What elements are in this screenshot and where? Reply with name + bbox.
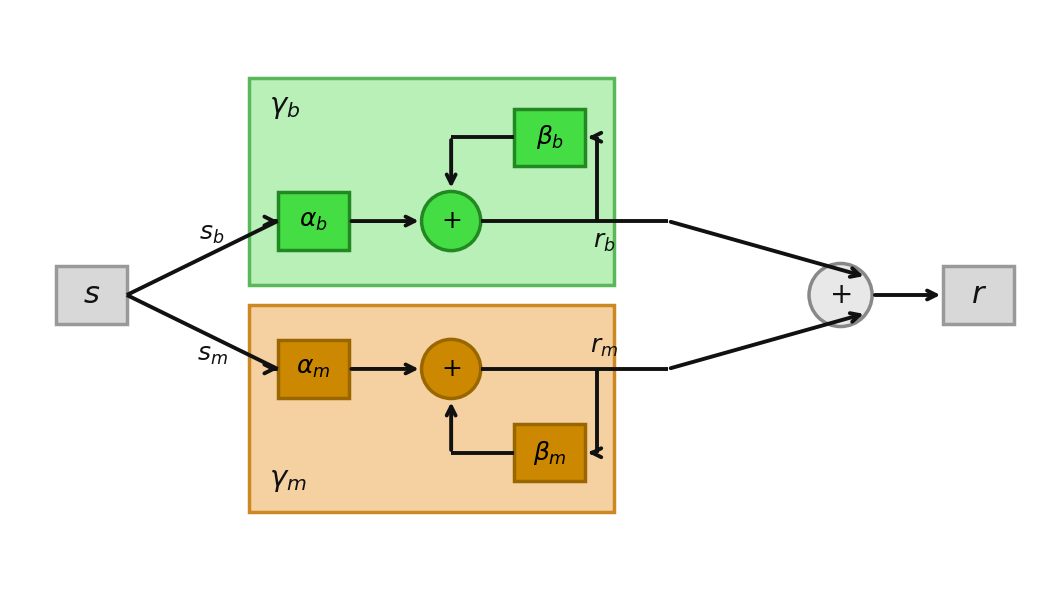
Text: $+$: $+$ [441, 209, 461, 233]
FancyBboxPatch shape [277, 340, 348, 398]
FancyBboxPatch shape [250, 78, 614, 285]
Text: $+$: $+$ [441, 357, 461, 381]
FancyBboxPatch shape [943, 267, 1014, 323]
Text: $\gamma_b$: $\gamma_b$ [269, 93, 299, 121]
Text: $r_m$: $r_m$ [589, 336, 618, 359]
Text: $\alpha_m$: $\alpha_m$ [296, 358, 330, 381]
Text: $r$: $r$ [971, 280, 987, 310]
Text: $\gamma_m$: $\gamma_m$ [269, 466, 307, 494]
Text: $s$: $s$ [83, 280, 100, 310]
Text: $\beta_b$: $\beta_b$ [535, 123, 564, 151]
Text: $\beta_m$: $\beta_m$ [533, 439, 567, 467]
Circle shape [809, 264, 872, 326]
Text: $r_b$: $r_b$ [593, 231, 615, 254]
Circle shape [422, 339, 481, 398]
FancyBboxPatch shape [56, 267, 126, 323]
Text: $s_m$: $s_m$ [196, 344, 227, 367]
FancyBboxPatch shape [514, 109, 585, 166]
Text: $\alpha_b$: $\alpha_b$ [298, 209, 327, 232]
Text: $s_b$: $s_b$ [200, 223, 225, 246]
FancyBboxPatch shape [514, 424, 585, 481]
FancyBboxPatch shape [277, 192, 348, 250]
Circle shape [422, 192, 481, 251]
Text: $+$: $+$ [829, 281, 852, 309]
FancyBboxPatch shape [250, 305, 614, 512]
